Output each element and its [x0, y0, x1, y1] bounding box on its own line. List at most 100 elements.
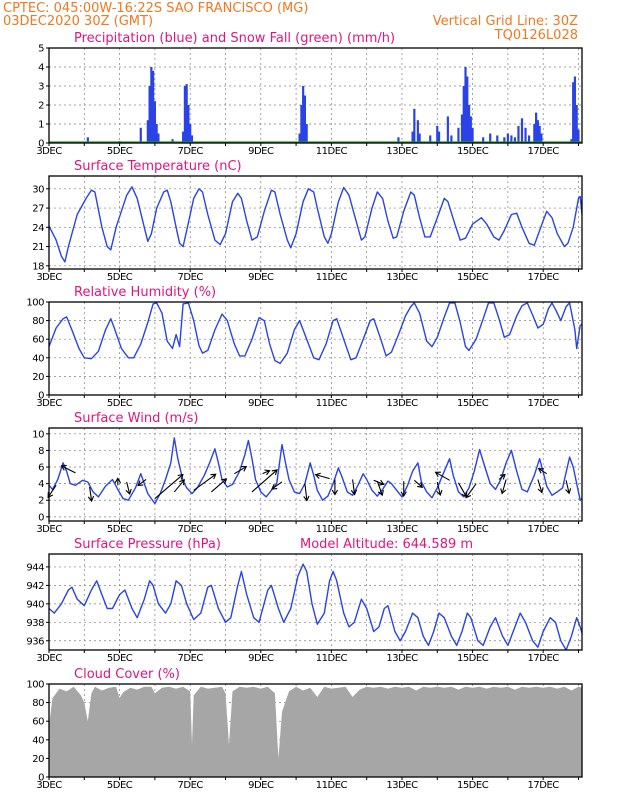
wind-arrow [154, 474, 184, 499]
wind-arrow-head [137, 480, 144, 487]
precip-bar [86, 137, 89, 143]
wind-arrow [193, 473, 217, 491]
y-tick-label: 2 [38, 496, 44, 507]
wind-arrow [304, 483, 308, 501]
x-tick-label: 17DEC [528, 146, 560, 157]
wind-arrow-head [565, 488, 572, 495]
header-date: 03DEC2020 30Z (GMT) [3, 14, 153, 29]
wind-arrow [234, 466, 247, 475]
precip-bar [573, 76, 577, 143]
x-tick-label: 9DEC [248, 653, 274, 664]
y-tick-label: 60 [32, 335, 44, 346]
y-tick-label: 0 [38, 773, 44, 784]
wind-arrow [271, 481, 283, 490]
precip-bar [429, 135, 432, 143]
wind-arrow [538, 468, 547, 475]
x-tick-label: 11DEC [316, 146, 348, 157]
x-tick-label: 13DEC [386, 524, 418, 535]
panel-frame [48, 427, 583, 522]
precip-bar [503, 137, 506, 143]
precip-bar [303, 95, 307, 143]
y-tick-label: 100 [26, 298, 44, 309]
header-location: CPTEC: 045:00W-16:22S SAO FRANCISCO (MG) [3, 1, 308, 16]
wind-arrow-head [241, 466, 248, 472]
precip-bar [187, 105, 190, 143]
precip-bar [467, 105, 471, 143]
y-tick-label: 940 [26, 599, 44, 610]
x-tick-label: 17DEC [528, 524, 560, 535]
wind-arrow-head [436, 489, 443, 497]
x-tick-label: 15DEC [457, 272, 489, 283]
wind-arrow [315, 474, 330, 480]
x-tick-label: 11DEC [316, 653, 348, 664]
wind-arrow [373, 479, 384, 485]
precip-bar [482, 137, 485, 143]
y-tick-label: 5 [38, 44, 44, 55]
x-tick-label: 17DEC [528, 272, 560, 283]
header-code: TQ0126L028 [494, 28, 578, 43]
precip-bar [527, 135, 531, 143]
y-tick-label: 80 [32, 316, 44, 327]
panel-precip: 0 1 2 3 4 5 3DEC 5DEC 7DEC 9DEC 11DEC 13DEC 15DEC 17D… [36, 31, 583, 157]
precip-bar [535, 112, 538, 143]
temperature-series-line [49, 186, 582, 263]
precip-bar [397, 137, 400, 143]
wind-arrow-head [350, 489, 358, 496]
x-tick-label: 13DEC [386, 146, 418, 157]
y-tick-label: 80 [32, 698, 44, 709]
precip-bar [155, 124, 158, 143]
wind-arrow-head [271, 483, 278, 490]
wind-arrow [457, 482, 467, 498]
y-tick-label: 10 [32, 429, 44, 440]
precip-bar [171, 139, 174, 143]
x-tick-label: 17DEC [528, 398, 560, 409]
wind-arrow-head [125, 488, 132, 496]
precip-bar [489, 133, 492, 143]
x-tick-label: 5DEC [107, 524, 133, 535]
precip-bar [513, 137, 517, 143]
x-tick-label: 7DEC [178, 398, 204, 409]
wind-arrow-head [400, 491, 407, 498]
precip-bar [446, 116, 449, 143]
precip-bar [157, 133, 160, 143]
panel-title: Surface Temperature (nC) [74, 159, 242, 174]
y-tick-label: 18 [32, 261, 44, 272]
panel-title: Surface Pressure (hPa) [74, 537, 221, 552]
precip-bar [153, 101, 156, 143]
header-grid-line: Vertical Grid Line: 30Z [433, 14, 578, 29]
precip-bar [300, 105, 303, 143]
x-tick-label: 9DEC [248, 272, 274, 283]
x-tick-label: 5DEC [107, 272, 133, 283]
precip-bar [182, 131, 185, 143]
wind-arrow [173, 479, 185, 493]
wind-arrow [565, 480, 570, 494]
wind-arrow-head [434, 471, 441, 478]
wind-arrow [465, 483, 477, 498]
precip-bar [572, 82, 575, 143]
x-tick-label: 3DEC [36, 780, 62, 791]
header: CPTEC: 045:00W-16:22S SAO FRANCISCO (MG)… [3, 1, 578, 43]
humidity-series-line [49, 302, 582, 365]
wind-arrow-head [465, 492, 472, 499]
y-tick-label: 938 [26, 618, 44, 629]
panel-temperature: 18 21 24 27 30 3DEC 5DEC 7DEC 9DEC 11DEC 13DEC 15DE… [32, 159, 583, 283]
x-tick-label: 7DEC [178, 653, 204, 664]
precip-bar [506, 133, 509, 143]
x-tick-label: 13DEC [386, 398, 418, 409]
precip-bar [466, 76, 469, 143]
precip-bar [457, 127, 460, 143]
x-tick-label: 11DEC [316, 780, 348, 791]
x-tick-label: 7DEC [178, 272, 204, 283]
y-tick-label: 40 [32, 353, 44, 364]
panel-pressure: 936 938 940 942 944 3DEC 5DEC 7DEC 9DEC 11DEC 13DE… [26, 537, 583, 664]
wind-arrow [498, 474, 506, 480]
wind-arrow-head [221, 478, 228, 485]
y-tick-label: 0 [38, 391, 44, 402]
wind-arrow [61, 465, 76, 474]
x-tick-label: 7DEC [178, 780, 204, 791]
precip-bar [190, 135, 194, 143]
x-tick-label: 15DEC [457, 146, 489, 157]
wind-arrow-head [417, 482, 424, 488]
precip-bar [524, 127, 527, 143]
